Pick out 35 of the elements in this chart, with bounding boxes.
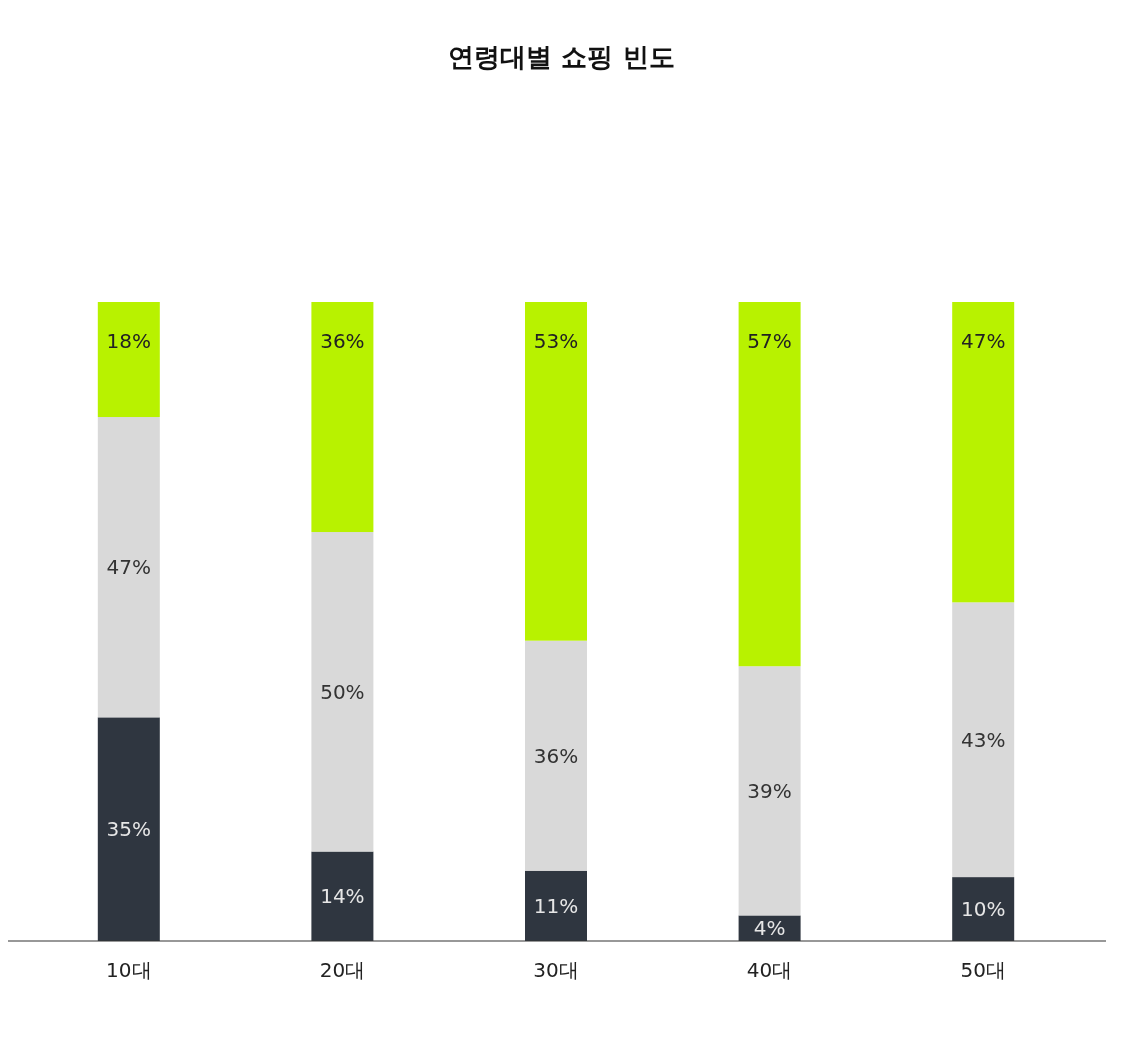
data-label: 11% bbox=[533, 893, 579, 918]
bar bbox=[311, 532, 374, 852]
bar bbox=[952, 302, 1015, 603]
bar bbox=[97, 717, 160, 941]
bar bbox=[97, 417, 160, 718]
bar bbox=[311, 851, 374, 941]
x-tick-label: 20대 bbox=[319, 958, 366, 982]
bar bbox=[738, 666, 801, 916]
bar bbox=[525, 640, 587, 871]
bar bbox=[525, 302, 587, 641]
data-label: 35% bbox=[106, 817, 152, 842]
x-tick-label: 10대 bbox=[106, 958, 152, 982]
bar bbox=[952, 602, 1015, 878]
data-label: 18% bbox=[106, 329, 152, 353]
bar bbox=[97, 302, 160, 418]
data-label: 47% bbox=[106, 555, 152, 580]
bar bbox=[525, 870, 587, 941]
data-label: 10% bbox=[960, 897, 1006, 922]
data-label: 36% bbox=[533, 743, 579, 768]
bar bbox=[311, 302, 374, 533]
x-tick-label: 50대 bbox=[960, 958, 1006, 982]
data-label: 57% bbox=[747, 329, 792, 353]
bar bbox=[952, 877, 1015, 941]
data-label: 14% bbox=[320, 884, 365, 909]
x-tick-label: 40대 bbox=[746, 958, 793, 982]
data-label: 4% bbox=[753, 916, 786, 941]
data-label: 43% bbox=[960, 727, 1006, 752]
bar bbox=[738, 302, 801, 667]
data-label: 36% bbox=[320, 329, 365, 353]
data-label: 50% bbox=[320, 679, 365, 704]
data-label: 47% bbox=[960, 329, 1006, 353]
data-label: 39% bbox=[747, 778, 792, 803]
chart-title: 연령대별 쇼핑 빈도 bbox=[448, 42, 675, 72]
x-tick-label: 30대 bbox=[533, 958, 579, 982]
data-label: 53% bbox=[533, 329, 579, 353]
